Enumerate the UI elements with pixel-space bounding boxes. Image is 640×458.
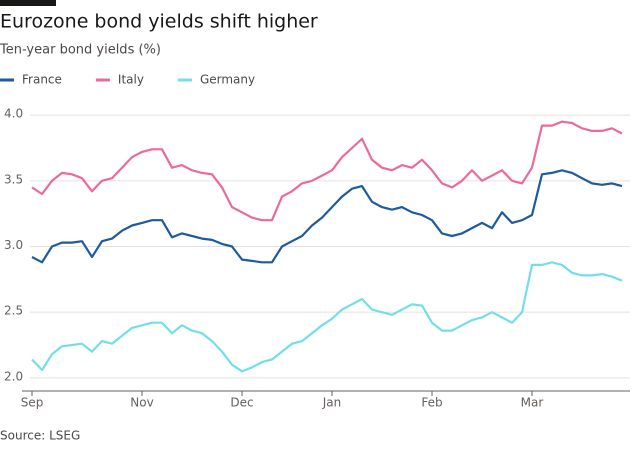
y-tick-label: 2.5 <box>4 304 23 318</box>
x-tick-label: Jan <box>322 396 342 410</box>
line-series <box>31 120 623 222</box>
x-tick-label: Mar <box>521 396 544 410</box>
x-tick-label: Nov <box>130 396 153 410</box>
source: Source: LSEG <box>0 429 80 443</box>
x-tick-label: Feb <box>421 396 442 410</box>
x-tick-label: Sep <box>21 396 44 410</box>
line-series <box>31 169 623 264</box>
y-tick-label: 4.0 <box>4 107 23 121</box>
x-tick-label: Dec <box>230 396 253 410</box>
chart-title: Eurozone bond yields shift higher <box>0 11 318 33</box>
y-tick-label: 2.0 <box>4 369 23 383</box>
brand-bar <box>0 0 56 6</box>
legend-label: France <box>22 73 62 87</box>
legend-label: Italy <box>118 73 144 87</box>
chart-subtitle: Ten-year bond yields (%) <box>0 43 161 58</box>
y-tick-label: 3.5 <box>4 172 23 186</box>
y-tick-label: 3.0 <box>4 238 23 252</box>
line-series <box>31 261 623 373</box>
legend-label: Germany <box>200 73 255 87</box>
